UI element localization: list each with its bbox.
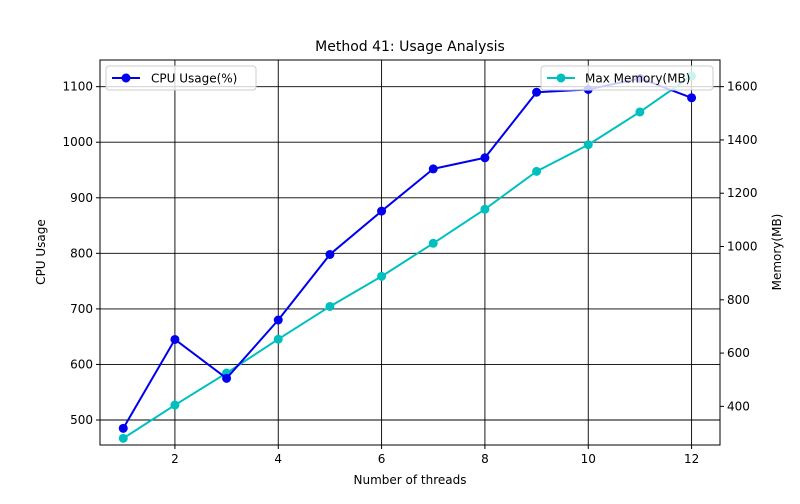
memory-data-point — [428, 238, 438, 248]
legend-memory: Max Memory(MB) — [540, 65, 714, 91]
y2-tick-label: 400 — [727, 399, 750, 413]
memory-data-point — [480, 204, 490, 214]
memory-data-point — [377, 271, 387, 281]
legend-memory-marker — [556, 73, 566, 83]
cpu-data-point — [532, 87, 542, 97]
plot-frame — [99, 59, 721, 446]
x-tick-label: 12 — [684, 452, 699, 466]
cpu-data-point — [428, 164, 438, 174]
y2-tick-label: 800 — [727, 293, 750, 307]
y2-tick-label: 1600 — [727, 80, 758, 94]
y2-tick-label: 600 — [727, 346, 750, 360]
x-tick-label: 4 — [274, 452, 282, 466]
y-tick-label: 1100 — [62, 80, 93, 94]
memory-data-point — [170, 400, 180, 410]
memory-data-point — [118, 433, 128, 443]
legend-cpu-box — [105, 65, 257, 91]
x-tick-label: 2 — [171, 452, 179, 466]
y2-axis-label: Memory(MB) — [770, 214, 784, 291]
y-axis-label: CPU Usage — [34, 219, 48, 285]
x-tick-label: 10 — [581, 452, 596, 466]
cpu-data-point — [377, 206, 387, 216]
cpu-data-point — [273, 315, 283, 325]
memory-data-point — [273, 334, 283, 344]
memory-data-point — [635, 107, 645, 117]
x-tick-label: 8 — [481, 452, 489, 466]
grid — [100, 60, 720, 445]
y-tick-label: 900 — [70, 191, 93, 205]
y-tick-label: 1000 — [62, 135, 93, 149]
cpu-data-point — [118, 423, 128, 433]
ticks-layer: 2 4 6 8 10 12 500 600 700 800 900 1000 1100 400 600 800… — [62, 80, 757, 466]
legend-memory-label: Max Memory(MB) — [585, 72, 690, 86]
y-tick-label: 600 — [70, 357, 93, 371]
cpu-data-point — [687, 93, 697, 103]
legend-cpu-marker — [121, 73, 131, 83]
cpu-data-point — [325, 249, 335, 259]
y2-tick-label: 1400 — [727, 133, 758, 147]
memory-data-point — [583, 140, 593, 150]
y-tick-label: 500 — [70, 413, 93, 427]
y2-tick-label: 1200 — [727, 186, 758, 200]
cpu-data-point — [170, 334, 180, 344]
memory-series-line — [122, 75, 693, 440]
memory-data-point — [325, 301, 335, 311]
chart-title: Method 41: Usage Analysis — [315, 39, 505, 55]
x-axis-label: Number of threads — [354, 473, 467, 487]
cpu-data-point — [480, 153, 490, 163]
memory-data-point — [532, 166, 542, 176]
y-tick-label: 800 — [70, 246, 93, 260]
legend-cpu-label: CPU Usage(%) — [151, 72, 237, 86]
legend-memory-box — [540, 65, 714, 91]
x-tick-label: 6 — [378, 452, 386, 466]
y-tick-label: 700 — [70, 302, 93, 316]
y2-tick-label: 1000 — [727, 240, 758, 254]
cpu-data-point — [222, 373, 232, 383]
legend-cpu: CPU Usage(%) — [105, 65, 257, 91]
